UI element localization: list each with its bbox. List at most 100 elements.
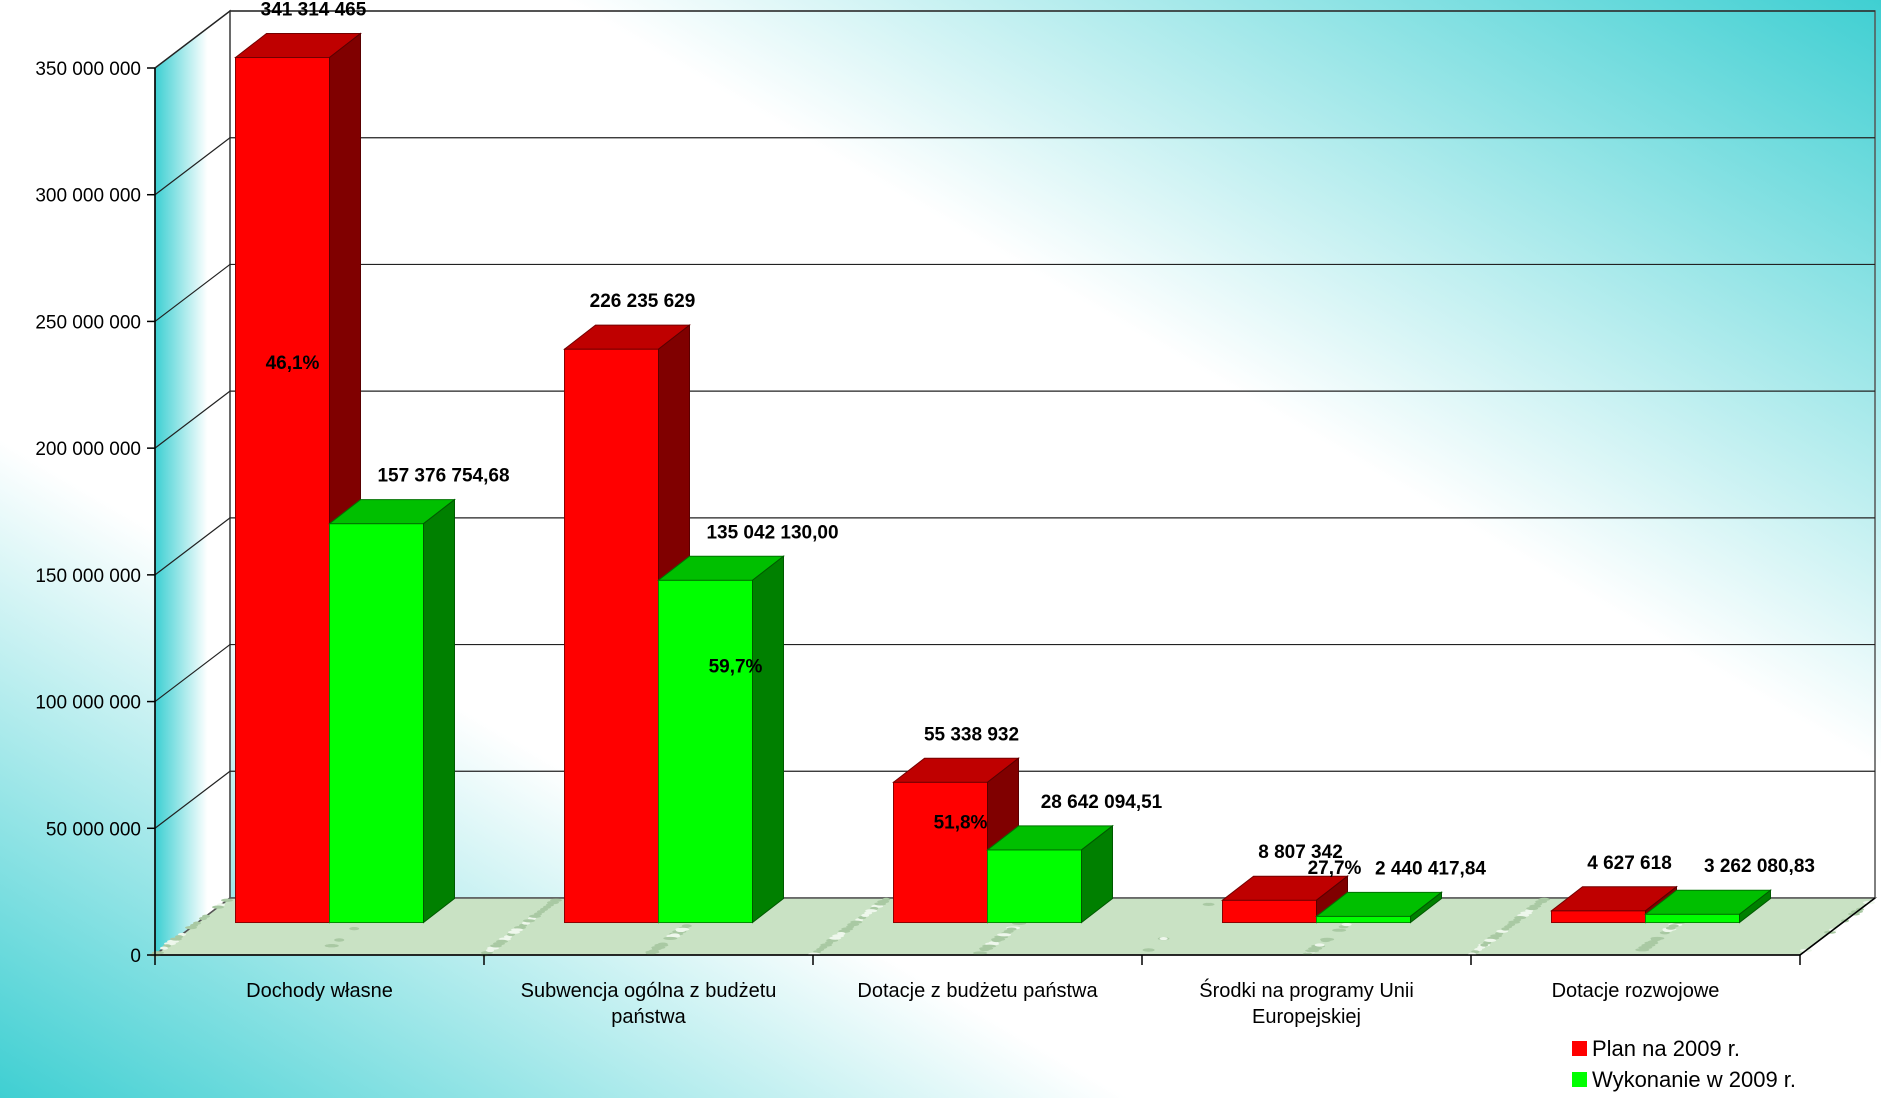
gridline xyxy=(154,10,1875,69)
y-tick-label: 300 000 000 xyxy=(35,186,141,207)
floor-texture-speck xyxy=(202,914,210,918)
floor-texture-speck xyxy=(651,945,666,950)
category-label: państwa xyxy=(611,1006,686,1028)
legend-box xyxy=(1492,1028,1881,1098)
floor-texture-speck xyxy=(1526,906,1539,911)
data-label: 157 376 754,68 xyxy=(377,466,509,487)
data-label: 55 338 932 xyxy=(924,724,1019,745)
data-label: 28 642 094,51 xyxy=(1041,792,1163,813)
y-tick-label: 200 000 000 xyxy=(35,439,141,460)
floor-texture-speck xyxy=(1520,911,1533,915)
bar-front xyxy=(987,849,1082,924)
floor-texture-speck xyxy=(675,927,690,931)
percent-label: 46,1% xyxy=(266,353,320,374)
data-label: 226 235 629 xyxy=(590,291,696,312)
bar-side xyxy=(1410,891,1442,924)
category-label: Dotacje rozwojowe xyxy=(1552,980,1720,1002)
floor-texture-speck xyxy=(1484,938,1497,943)
floor-texture-speck xyxy=(1538,897,1551,901)
floor-texture-speck xyxy=(1490,934,1503,938)
bar-side xyxy=(1081,824,1113,924)
floor-texture-speck xyxy=(349,927,360,931)
floor-texture-speck xyxy=(1341,922,1352,927)
floor-texture-speck xyxy=(175,935,183,939)
y-tick-label: 0 xyxy=(130,946,141,967)
floor-texture-speck xyxy=(550,898,562,902)
floor-texture-speck xyxy=(1332,928,1347,932)
floor-texture-speck xyxy=(1308,946,1323,951)
bar-front xyxy=(658,579,753,924)
bar-front xyxy=(235,57,330,924)
data-label: 4 627 618 xyxy=(1587,853,1672,874)
data-label: 3 262 080,83 xyxy=(1704,856,1815,877)
floor-texture-speck xyxy=(1202,902,1215,906)
bar-side xyxy=(752,555,784,924)
y-tick-label: 250 000 000 xyxy=(35,312,141,333)
floor-texture-speck xyxy=(1480,943,1489,947)
floor-texture-speck xyxy=(816,947,825,952)
floor-texture-speck xyxy=(1501,927,1510,931)
category-label: Dochody własne xyxy=(246,980,393,1002)
floor-texture-speck xyxy=(221,898,233,902)
floor-texture-speck xyxy=(160,946,168,950)
floor-texture-speck xyxy=(324,944,339,948)
floor-texture-speck xyxy=(663,936,678,941)
floor-texture-speck xyxy=(829,936,842,940)
gridline xyxy=(154,390,1875,449)
floor-texture-speck xyxy=(1507,922,1516,927)
bar-front xyxy=(564,348,659,924)
x-axis-depth-edge xyxy=(1799,897,1876,956)
y-tick-label: 350 000 000 xyxy=(35,59,141,80)
floor-texture-speck xyxy=(997,933,1012,937)
category-label: Dotacje z budżetu państwa xyxy=(857,980,1098,1002)
bar-front xyxy=(1645,913,1740,924)
data-label: 341 314 465 xyxy=(261,0,367,21)
data-label: 8 807 342 xyxy=(1258,842,1343,863)
floor-texture-speck xyxy=(882,897,891,901)
percent-label: 51,8% xyxy=(934,813,988,834)
category-label: Subwencja ogólna z budżetu xyxy=(521,980,777,1002)
floor-texture-speck xyxy=(486,948,494,953)
floor-texture-speck xyxy=(490,944,502,948)
floor-texture-speck xyxy=(1650,936,1665,941)
bar-front xyxy=(1316,915,1411,924)
legend-swatch xyxy=(1572,1072,1587,1087)
floor-texture-speck xyxy=(1665,926,1676,930)
floor-texture-speck xyxy=(334,938,345,942)
floor-texture-speck xyxy=(1641,943,1656,947)
y-tick-label: 100 000 000 xyxy=(35,693,141,714)
legend-label: Wykonanie w 2009 r. xyxy=(1592,1067,1796,1092)
floor-texture-speck xyxy=(645,950,660,954)
floor-texture-speck xyxy=(1006,927,1017,931)
gridline xyxy=(154,643,1875,703)
bar-front xyxy=(1551,910,1646,924)
y-tick-label: 50 000 000 xyxy=(46,819,141,840)
floor-texture-speck xyxy=(511,928,523,932)
floor-texture-speck xyxy=(1534,902,1543,906)
percent-label: 59,7% xyxy=(709,657,763,678)
floor-texture-speck xyxy=(1159,936,1168,941)
floor-texture-speck xyxy=(543,905,551,909)
floor-texture-speck xyxy=(496,939,508,943)
floor-texture-speck xyxy=(537,910,545,914)
data-label: 135 042 130,00 xyxy=(706,522,838,543)
y-tick-label: 150 000 000 xyxy=(35,566,141,587)
floor-texture-speck xyxy=(982,944,997,948)
floor-texture-speck xyxy=(847,922,860,927)
legend-swatch xyxy=(1572,1041,1587,1056)
floor-texture-speck xyxy=(861,913,870,917)
floor-texture-speck xyxy=(523,919,535,923)
floor-texture-speck xyxy=(1314,943,1325,947)
gridline xyxy=(154,137,1875,196)
floor-texture-speck xyxy=(841,927,854,931)
floor-texture-speck xyxy=(820,943,833,947)
floor-texture-speck xyxy=(1320,937,1335,941)
bar-front xyxy=(1222,899,1317,924)
gridline xyxy=(154,263,1875,322)
floor-texture-speck xyxy=(529,914,541,918)
bar-side xyxy=(423,498,455,924)
floor-texture-speck xyxy=(991,938,1002,943)
floor-texture-speck xyxy=(874,902,887,906)
